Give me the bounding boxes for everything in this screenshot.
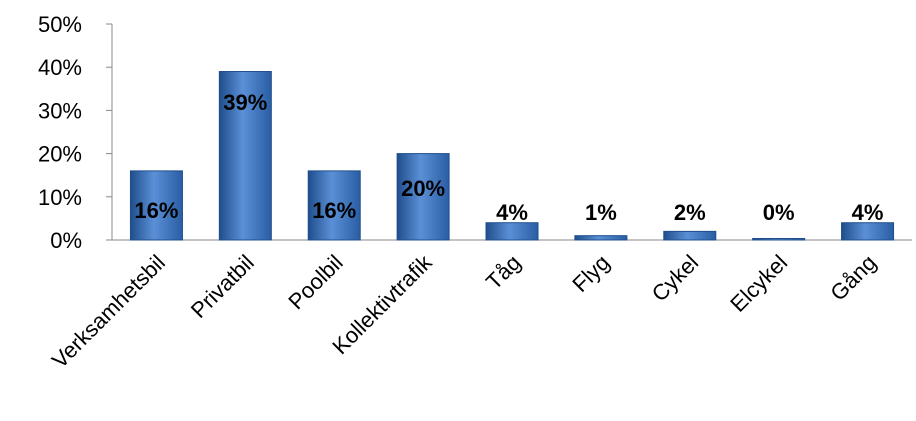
bar [129,170,183,241]
category-label: Tåg [481,250,525,294]
category-label: Flyg [567,250,614,297]
category-label: Cykel [647,250,704,307]
y-tick-label: 30% [38,98,82,123]
y-tick-label: 40% [38,55,82,80]
y-tick-label: 50% [38,12,82,37]
bar [574,235,628,241]
data-labels: 16% 39% 16% 20% 4% 1% 2% 0% 4% [134,90,883,225]
bar [396,153,450,241]
bar [218,71,272,241]
data-label: 39% [223,90,267,115]
data-label: 4% [852,200,884,225]
y-tick-label: 20% [38,142,82,167]
bar [485,222,539,241]
category-label: Verksamhetsbil [47,250,170,373]
data-label: 2% [674,200,706,225]
data-label: 20% [401,176,445,201]
data-label: 16% [134,198,178,223]
data-label: 16% [312,198,356,223]
y-axis: 0% 10% 20% 30% 40% 50% [38,12,912,253]
category-label: Gång [825,250,881,306]
bar [841,222,895,241]
category-label: Privatbil [186,250,259,323]
y-tick-label: 0% [50,228,82,253]
bars [129,71,895,241]
data-label: 1% [585,200,617,225]
bar [752,238,806,241]
bar [663,230,717,241]
x-axis-categories: Verksamhetsbil Privatbil PoolbilKollektivt… [47,249,881,373]
y-tick-label: 10% [38,185,82,210]
bar [307,170,361,241]
data-label: 4% [496,200,528,225]
data-label: 0% [763,200,795,225]
category-label: Poolbil [283,250,347,314]
category-label: Elcykel [725,250,792,317]
